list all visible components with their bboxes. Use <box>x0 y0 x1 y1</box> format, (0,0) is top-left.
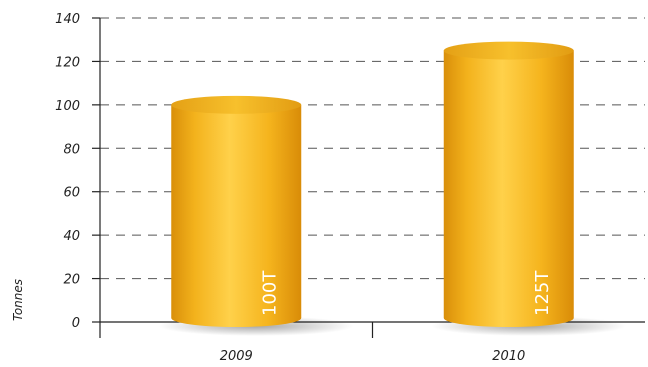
y-tick-label: 20 <box>63 273 80 288</box>
data-label: 125T <box>532 270 553 316</box>
y-tick-label: 100 <box>55 99 80 114</box>
y-tick-label: 0 <box>72 316 80 331</box>
y-axis-title: Tonnes <box>11 279 25 321</box>
bars <box>158 41 627 336</box>
bar-2010 <box>431 41 627 336</box>
y-tick-label: 140 <box>55 12 80 27</box>
y-tick-label: 40 <box>63 229 80 244</box>
x-category-label: 2010 <box>492 349 525 364</box>
y-tick-label: 80 <box>63 142 80 157</box>
data-label: 100T <box>259 270 280 316</box>
bar-2009 <box>158 95 354 336</box>
y-tick-label: 60 <box>63 186 80 201</box>
y-tick-label: 120 <box>55 55 80 70</box>
x-category-label: 2009 <box>220 349 253 364</box>
labels: 0 20 40 60 80 100 120 140 100T 2009 125T 2010 <box>55 12 553 364</box>
